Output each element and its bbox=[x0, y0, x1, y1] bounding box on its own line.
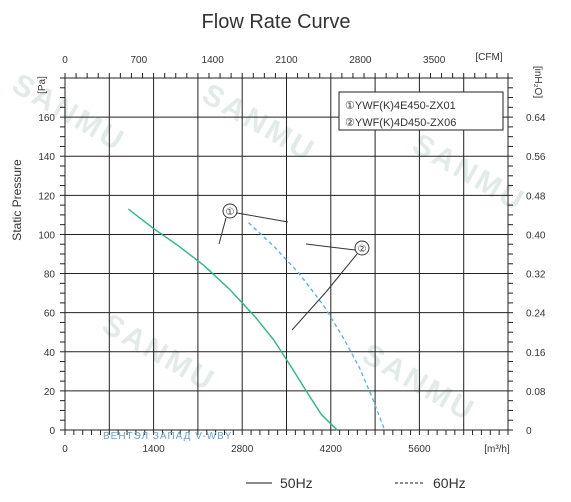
y-tick-label-left: 120 bbox=[38, 191, 55, 202]
y-tick-label-left: 80 bbox=[44, 270, 56, 281]
y-tick-label-right: 0.16 bbox=[526, 348, 546, 359]
marker-1-circle bbox=[222, 203, 238, 219]
watermark-text: SANMU bbox=[197, 77, 322, 168]
legend-box-line-2: ②YWF(K)4D450-ZX06 bbox=[345, 117, 456, 129]
y-tick-label-right: 0.56 bbox=[526, 152, 546, 163]
marker-1-label: ① bbox=[226, 207, 235, 218]
series-layer bbox=[127, 208, 386, 431]
y-tick-label-right: 0.24 bbox=[526, 309, 546, 320]
x-tick-label-top: 3500 bbox=[423, 55, 446, 66]
x-tick-label-top: 0 bbox=[62, 55, 68, 66]
marker-2-leader-c bbox=[291, 291, 327, 331]
x-tick-label-top: 2100 bbox=[275, 55, 298, 66]
y-tick-label-right: 0.48 bbox=[526, 191, 546, 202]
axis-labels: Static Pressure [Pa] [inH₂O] [CFM] [m³/h… bbox=[10, 52, 543, 455]
y-tick-label-left: 160 bbox=[38, 113, 55, 124]
y-right-unit: [inH₂O] bbox=[532, 66, 543, 98]
legend-box: ①YWF(K)4E450-ZX01 ②YWF(K)4D450-ZX06 bbox=[338, 91, 504, 131]
series-line-50hz bbox=[127, 208, 338, 431]
legend-60hz-label: 60Hz bbox=[433, 475, 466, 491]
chart-title: Flow Rate Curve bbox=[202, 11, 351, 33]
x-top-unit: [CFM] bbox=[475, 52, 502, 63]
grid-lines bbox=[64, 77, 509, 431]
x-tick-label-top: 700 bbox=[130, 55, 147, 66]
y-tick-label-right: 0.32 bbox=[526, 270, 546, 281]
y-left-unit: [Pa] bbox=[37, 76, 48, 94]
y-tick-label-left: 20 bbox=[44, 387, 56, 398]
legend-box-line-1: ①YWF(K)4E450-ZX01 bbox=[345, 100, 456, 112]
x-tick-label-bottom: 2800 bbox=[231, 444, 254, 455]
y-tick-label-left: 40 bbox=[44, 348, 56, 359]
marker-1-leader-down bbox=[218, 217, 227, 245]
brand-watermark: ВЕНТЭЛ ЗАПАД V-WBY bbox=[103, 431, 232, 442]
callouts: ① ② bbox=[218, 203, 370, 331]
y-tick-label-right: 0.40 bbox=[526, 230, 546, 241]
x-tick-label-top: 1400 bbox=[202, 55, 225, 66]
x-tick-label-bottom: 1400 bbox=[142, 444, 165, 455]
watermark-text: SANMU bbox=[7, 67, 132, 158]
marker-2-leader-a bbox=[305, 243, 356, 251]
bottom-legend: 50Hz 60Hz bbox=[246, 475, 466, 491]
y-axis-label: Static Pressure bbox=[10, 159, 24, 241]
legend-box-frame bbox=[338, 91, 504, 131]
x-tick-label-bottom: 0 bbox=[62, 444, 68, 455]
legend-50hz-label: 50Hz bbox=[280, 475, 313, 491]
y-tick-label-left: 0 bbox=[49, 426, 55, 437]
marker-2-label: ② bbox=[358, 244, 367, 255]
x-tick-label-bottom: 4200 bbox=[320, 444, 343, 455]
y-tick-label-left: 100 bbox=[38, 230, 55, 241]
series-line-60hz bbox=[248, 222, 386, 431]
y-tick-label-right: 0 bbox=[526, 426, 532, 437]
watermark-text: SANMU bbox=[97, 307, 222, 398]
y-tick-label-left: 60 bbox=[44, 309, 56, 320]
marker-2-circle bbox=[354, 240, 370, 256]
x-tick-label-bottom: 5600 bbox=[408, 444, 431, 455]
y-tick-label-right: 0.08 bbox=[526, 387, 546, 398]
y-tick-label-left: 140 bbox=[38, 152, 55, 163]
x-bottom-unit: [m³/h] bbox=[484, 444, 510, 455]
minor-ticks bbox=[60, 73, 513, 435]
marker-1-leader bbox=[236, 212, 289, 223]
y-tick-label-right: 0.64 bbox=[526, 113, 546, 124]
marker-2-leader-b bbox=[325, 253, 358, 293]
x-tick-label-top: 2800 bbox=[349, 55, 372, 66]
